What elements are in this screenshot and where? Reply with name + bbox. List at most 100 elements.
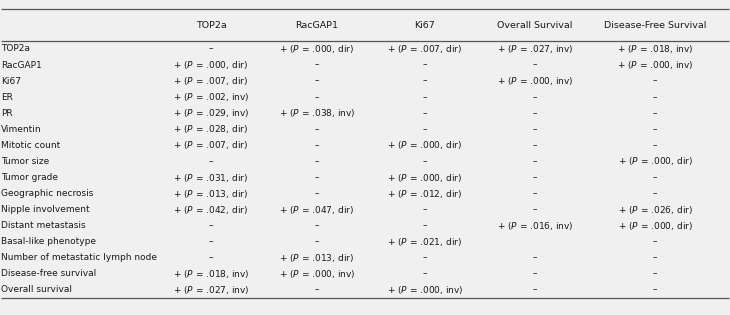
Text: RacGAP1: RacGAP1: [296, 21, 338, 30]
Text: –: –: [533, 125, 537, 134]
Text: –: –: [423, 221, 427, 230]
Text: –: –: [315, 125, 319, 134]
Text: –: –: [209, 44, 213, 54]
Text: –: –: [653, 109, 658, 118]
Text: RacGAP1: RacGAP1: [1, 60, 42, 70]
Text: Number of metastatic lymph node: Number of metastatic lymph node: [1, 253, 157, 262]
Text: –: –: [315, 237, 319, 246]
Text: –: –: [315, 77, 319, 86]
Text: Ki67: Ki67: [1, 77, 20, 86]
Text: Geographic necrosis: Geographic necrosis: [1, 189, 93, 198]
Text: –: –: [533, 269, 537, 278]
Text: + ($\mathit{P}$ = .018, inv): + ($\mathit{P}$ = .018, inv): [617, 43, 694, 55]
Text: –: –: [423, 93, 427, 102]
Text: –: –: [423, 205, 427, 214]
Text: –: –: [315, 173, 319, 182]
Text: + ($\mathit{P}$ = .013, dir): + ($\mathit{P}$ = .013, dir): [280, 252, 354, 264]
Text: –: –: [533, 141, 537, 150]
Text: + ($\mathit{P}$ = .000, inv): + ($\mathit{P}$ = .000, inv): [387, 284, 463, 296]
Text: Ki67: Ki67: [415, 21, 435, 30]
Text: + ($\mathit{P}$ = .016, inv): + ($\mathit{P}$ = .016, inv): [497, 220, 573, 232]
Text: –: –: [423, 125, 427, 134]
Text: –: –: [209, 221, 213, 230]
Text: + ($\mathit{P}$ = .021, dir): + ($\mathit{P}$ = .021, dir): [388, 236, 462, 248]
Text: + ($\mathit{P}$ = .042, dir): + ($\mathit{P}$ = .042, dir): [174, 203, 248, 216]
Text: + ($\mathit{P}$ = .012, dir): + ($\mathit{P}$ = .012, dir): [388, 187, 462, 200]
Text: –: –: [423, 157, 427, 166]
Text: –: –: [533, 60, 537, 70]
Text: –: –: [653, 253, 658, 262]
Text: + ($\mathit{P}$ = .000, inv): + ($\mathit{P}$ = .000, inv): [279, 268, 355, 280]
Text: + ($\mathit{P}$ = .028, dir): + ($\mathit{P}$ = .028, dir): [174, 123, 248, 135]
Text: –: –: [423, 253, 427, 262]
Text: –: –: [315, 285, 319, 295]
Text: –: –: [315, 157, 319, 166]
Text: + ($\mathit{P}$ = .018, inv): + ($\mathit{P}$ = .018, inv): [173, 268, 249, 280]
Text: –: –: [653, 285, 658, 295]
Text: –: –: [653, 189, 658, 198]
Text: + ($\mathit{P}$ = .000, dir): + ($\mathit{P}$ = .000, dir): [174, 59, 248, 71]
Text: –: –: [423, 109, 427, 118]
Text: + ($\mathit{P}$ = .013, dir): + ($\mathit{P}$ = .013, dir): [174, 187, 248, 200]
Text: –: –: [533, 285, 537, 295]
Text: –: –: [209, 253, 213, 262]
Text: –: –: [423, 269, 427, 278]
Text: TOP2a: TOP2a: [1, 44, 30, 54]
Text: Vimentin: Vimentin: [1, 125, 42, 134]
Text: Disease-Free Survival: Disease-Free Survival: [604, 21, 707, 30]
Text: + ($\mathit{P}$ = .000, inv): + ($\mathit{P}$ = .000, inv): [497, 75, 573, 87]
Text: + ($\mathit{P}$ = .029, inv): + ($\mathit{P}$ = .029, inv): [173, 107, 249, 119]
Text: –: –: [533, 205, 537, 214]
Text: Disease-free survival: Disease-free survival: [1, 269, 96, 278]
Text: + ($\mathit{P}$ = .047, dir): + ($\mathit{P}$ = .047, dir): [280, 203, 354, 216]
Text: –: –: [653, 125, 658, 134]
Text: –: –: [209, 237, 213, 246]
Text: –: –: [653, 173, 658, 182]
Text: –: –: [653, 141, 658, 150]
Text: –: –: [315, 221, 319, 230]
Text: –: –: [533, 253, 537, 262]
Text: + ($\mathit{P}$ = .000, dir): + ($\mathit{P}$ = .000, dir): [618, 220, 693, 232]
Text: –: –: [533, 173, 537, 182]
Text: –: –: [653, 93, 658, 102]
Text: –: –: [533, 109, 537, 118]
Text: + ($\mathit{P}$ = .026, dir): + ($\mathit{P}$ = .026, dir): [618, 203, 693, 216]
Text: + ($\mathit{P}$ = .007, dir): + ($\mathit{P}$ = .007, dir): [174, 75, 248, 87]
Text: + ($\mathit{P}$ = .031, dir): + ($\mathit{P}$ = .031, dir): [174, 171, 248, 184]
Text: –: –: [533, 189, 537, 198]
Text: + ($\mathit{P}$ = .007, dir): + ($\mathit{P}$ = .007, dir): [388, 43, 462, 55]
Text: –: –: [315, 93, 319, 102]
Text: Overall Survival: Overall Survival: [497, 21, 573, 30]
Text: + ($\mathit{P}$ = .000, dir): + ($\mathit{P}$ = .000, dir): [280, 43, 354, 55]
Text: Overall survival: Overall survival: [1, 285, 72, 295]
Text: –: –: [315, 189, 319, 198]
Text: Tumor grade: Tumor grade: [1, 173, 58, 182]
Text: PR: PR: [1, 109, 12, 118]
Text: –: –: [315, 141, 319, 150]
Text: + ($\mathit{P}$ = .007, dir): + ($\mathit{P}$ = .007, dir): [174, 139, 248, 152]
Text: Mitotic count: Mitotic count: [1, 141, 60, 150]
Text: –: –: [423, 77, 427, 86]
Text: –: –: [209, 157, 213, 166]
Text: Basal-like phenotype: Basal-like phenotype: [1, 237, 96, 246]
Text: –: –: [653, 237, 658, 246]
Text: TOP2a: TOP2a: [196, 21, 226, 30]
Text: Distant metastasis: Distant metastasis: [1, 221, 85, 230]
Text: –: –: [315, 60, 319, 70]
Text: Nipple involvement: Nipple involvement: [1, 205, 89, 214]
Text: –: –: [653, 269, 658, 278]
Text: –: –: [653, 77, 658, 86]
Text: –: –: [533, 157, 537, 166]
Text: + ($\mathit{P}$ = .038, inv): + ($\mathit{P}$ = .038, inv): [279, 107, 355, 119]
Text: + ($\mathit{P}$ = .000, dir): + ($\mathit{P}$ = .000, dir): [388, 171, 462, 184]
Text: Tumor size: Tumor size: [1, 157, 49, 166]
Text: + ($\mathit{P}$ = .002, inv): + ($\mathit{P}$ = .002, inv): [173, 91, 249, 103]
Text: –: –: [423, 60, 427, 70]
Text: –: –: [533, 93, 537, 102]
Text: + ($\mathit{P}$ = .000, dir): + ($\mathit{P}$ = .000, dir): [388, 139, 462, 152]
Text: + ($\mathit{P}$ = .027, inv): + ($\mathit{P}$ = .027, inv): [173, 284, 249, 296]
Text: + ($\mathit{P}$ = .027, inv): + ($\mathit{P}$ = .027, inv): [497, 43, 573, 55]
Text: + ($\mathit{P}$ = .000, inv): + ($\mathit{P}$ = .000, inv): [617, 59, 694, 71]
Text: + ($\mathit{P}$ = .000, dir): + ($\mathit{P}$ = .000, dir): [618, 155, 693, 168]
Text: ER: ER: [1, 93, 12, 102]
